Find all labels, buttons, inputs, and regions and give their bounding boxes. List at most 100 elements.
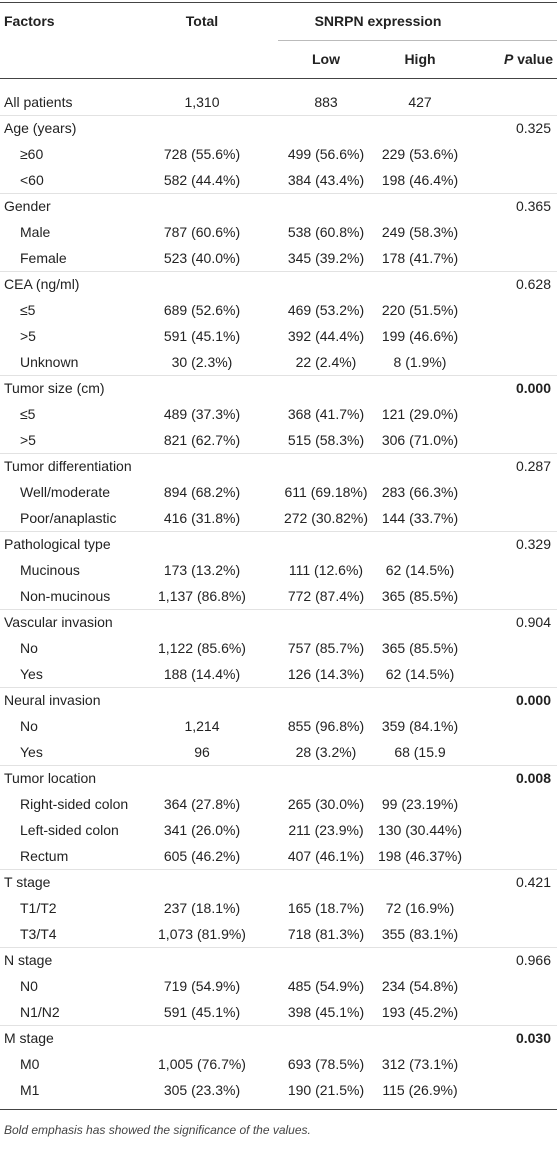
low-cell: 392 (44.4%)	[287, 328, 365, 344]
row-separator	[0, 453, 557, 454]
factor-cell: Female	[20, 250, 67, 266]
high-cell: 283 (66.3%)	[381, 484, 459, 500]
total-cell: 1,122 (85.6%)	[158, 640, 246, 656]
low-cell: 499 (56.6%)	[287, 146, 365, 162]
low-cell: 165 (18.7%)	[287, 900, 365, 916]
low-cell: 883	[314, 94, 338, 110]
factor-cell: T3/T4	[20, 926, 57, 942]
high-cell: 198 (46.4%)	[381, 172, 459, 188]
factor-cell: >5	[20, 432, 36, 448]
low-cell: 772 (87.4%)	[287, 588, 365, 604]
high-cell: 359 (84.1%)	[381, 718, 459, 734]
high-cell: 144 (33.7%)	[381, 510, 459, 526]
factor-cell: <60	[20, 172, 44, 188]
factor-cell: No	[20, 718, 38, 734]
total-cell: 1,073 (81.9%)	[158, 926, 246, 942]
p-value-cell: 0.628	[515, 276, 551, 292]
factor-cell: Yes	[20, 666, 43, 682]
high-cell: 427	[408, 94, 432, 110]
high-cell: 72 (16.9%)	[385, 900, 455, 916]
high-cell: 178 (41.7%)	[381, 250, 459, 266]
factor-cell: Neural invasion	[4, 692, 101, 708]
low-cell: 693 (78.5%)	[287, 1056, 365, 1072]
factor-cell: Male	[20, 224, 51, 240]
total-cell: 1,310	[184, 94, 220, 110]
factor-cell: T1/T2	[20, 900, 57, 916]
low-cell: 211 (23.9%)	[288, 822, 364, 838]
p-value-cell: 0.365	[515, 198, 551, 214]
factor-cell: No	[20, 640, 38, 656]
header-cell: Total	[185, 13, 219, 29]
total-cell: 188 (14.4%)	[163, 666, 241, 682]
row-separator	[0, 947, 557, 948]
low-cell: 190 (21.5%)	[287, 1082, 365, 1098]
row-separator	[0, 765, 557, 766]
factor-cell: Unknown	[20, 354, 79, 370]
high-cell: 198 (46.37%)	[377, 848, 463, 864]
row-separator	[0, 193, 557, 194]
total-cell: 689 (52.6%)	[163, 302, 241, 318]
high-cell: 99 (23.19%)	[381, 796, 459, 812]
total-cell: 96	[194, 744, 210, 760]
factor-cell: Poor/anaplastic	[20, 510, 117, 526]
header-text: value	[517, 51, 553, 67]
total-cell: 821 (62.7%)	[163, 432, 241, 448]
header-italic: P	[503, 51, 514, 67]
factor-cell: Tumor location	[4, 770, 97, 786]
low-cell: 611 (69.18%)	[284, 484, 368, 500]
low-cell: 718 (81.3%)	[287, 926, 365, 942]
rule	[278, 40, 557, 41]
rule	[0, 2, 557, 3]
row-separator	[0, 1025, 557, 1026]
total-cell: 591 (45.1%)	[163, 1004, 241, 1020]
total-cell: 173 (13.2%)	[163, 562, 241, 578]
total-cell: 489 (37.3%)	[163, 406, 241, 422]
total-cell: 416 (31.8%)	[163, 510, 241, 526]
low-cell: 469 (53.2%)	[287, 302, 365, 318]
p-value-cell: 0.030	[515, 1030, 551, 1046]
total-cell: 305 (23.3%)	[163, 1082, 241, 1098]
factor-cell: All patients	[4, 94, 73, 110]
high-cell: 220 (51.5%)	[381, 302, 459, 318]
p-value-cell: 0.287	[515, 458, 551, 474]
factor-cell: M1	[20, 1082, 40, 1098]
high-cell: 193 (45.2%)	[381, 1004, 459, 1020]
factor-cell: Well/moderate	[20, 484, 111, 500]
p-value-cell: 0.966	[515, 952, 551, 968]
factor-cell: N1/N2	[20, 1004, 60, 1020]
high-cell: 355 (83.1%)	[381, 926, 459, 942]
high-cell: 306 (71.0%)	[381, 432, 459, 448]
row-separator	[0, 609, 557, 610]
high-cell: 115 (26.9%)	[382, 1082, 458, 1098]
total-cell: 605 (46.2%)	[163, 848, 241, 864]
p-value-cell: 0.008	[515, 770, 551, 786]
factor-cell: Mucinous	[20, 562, 80, 578]
total-cell: 237 (18.1%)	[163, 900, 241, 916]
high-cell: 130 (30.44%)	[377, 822, 463, 838]
row-separator	[0, 869, 557, 870]
factor-cell: M stage	[4, 1030, 54, 1046]
p-value-cell: 0.000	[515, 692, 551, 708]
header-cell: P value	[504, 46, 553, 72]
p-value-cell: 0.904	[515, 614, 551, 630]
low-cell: 485 (54.9%)	[287, 978, 365, 994]
low-cell: 22 (2.4%)	[295, 354, 357, 370]
factor-cell: N0	[20, 978, 38, 994]
row-separator	[0, 271, 557, 272]
total-cell: 591 (45.1%)	[163, 328, 241, 344]
total-cell: 30 (2.3%)	[171, 354, 233, 370]
factor-cell: CEA (ng/ml)	[4, 276, 80, 292]
low-cell: 515 (58.3%)	[287, 432, 365, 448]
factor-cell: Yes	[20, 744, 43, 760]
factor-cell: M0	[20, 1056, 40, 1072]
total-cell: 728 (55.6%)	[163, 146, 241, 162]
factor-cell: ≥60	[20, 146, 44, 162]
low-cell: 855 (96.8%)	[287, 718, 365, 734]
total-cell: 341 (26.0%)	[163, 822, 241, 838]
row-separator	[0, 375, 557, 376]
factor-cell: Tumor size (cm)	[4, 380, 105, 396]
total-cell: 719 (54.9%)	[163, 978, 241, 994]
row-separator	[0, 531, 557, 532]
factor-cell: Left-sided colon	[20, 822, 119, 838]
